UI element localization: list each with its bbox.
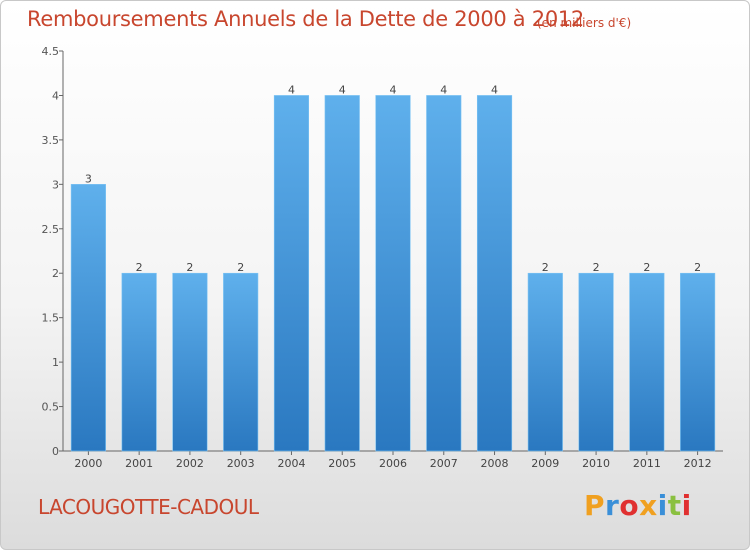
bar-2006 — [375, 95, 411, 452]
data-label-2002: 2 — [186, 261, 193, 274]
data-label-2001: 2 — [136, 261, 143, 274]
y-tick-label: 2 — [52, 267, 59, 280]
x-tick-label-2012: 2012 — [684, 457, 712, 470]
bar-2012 — [680, 272, 716, 452]
logo-letter: t — [667, 489, 682, 522]
bar-2009 — [527, 272, 563, 452]
logo-letter: x — [639, 489, 658, 522]
x-tick-label-2004: 2004 — [277, 457, 305, 470]
bar-2001 — [121, 272, 157, 452]
y-tick-label: 1.5 — [42, 312, 60, 325]
bar-2002 — [172, 272, 208, 452]
bar-2010 — [578, 272, 614, 452]
y-tick-label: 2.5 — [42, 223, 60, 236]
bar-2004 — [273, 95, 310, 452]
logo-letter: i — [681, 489, 692, 522]
x-tick-label-2001: 2001 — [125, 457, 153, 470]
y-tick-label: 0 — [52, 445, 59, 458]
x-tick-label-2002: 2002 — [176, 457, 204, 470]
logo-letter: r — [605, 489, 620, 522]
x-tick-label-2011: 2011 — [633, 457, 661, 470]
data-label-2011: 2 — [643, 261, 650, 274]
bar-2007 — [426, 95, 462, 452]
logo-letter: o — [619, 489, 640, 522]
bar-2008 — [476, 95, 513, 452]
x-tick-label-2009: 2009 — [531, 457, 559, 470]
data-label-2010: 2 — [593, 261, 600, 274]
bar-2011 — [629, 272, 665, 452]
data-label-2005: 4 — [339, 83, 346, 96]
data-label-2006: 4 — [390, 83, 397, 96]
proxiti-logo: Proxiti — [584, 489, 692, 522]
y-tick-label: 4.5 — [42, 45, 60, 58]
data-label-2003: 2 — [237, 261, 244, 274]
x-tick-label-2006: 2006 — [379, 457, 407, 470]
y-tick-label: 0.5 — [42, 401, 60, 414]
bar-2000 — [70, 184, 106, 452]
logo-letter: P — [584, 489, 606, 522]
data-label-2009: 2 — [542, 261, 549, 274]
x-tick-label-2000: 2000 — [74, 457, 102, 470]
y-tick-label: 1 — [52, 356, 59, 369]
y-tick-label: 4 — [52, 89, 59, 102]
logo-letter: i — [657, 489, 668, 522]
data-label-2012: 2 — [694, 261, 701, 274]
data-label-2008: 4 — [491, 83, 498, 96]
commune-name: LACOUGOTTE-CADOUL — [38, 495, 259, 519]
y-tick-label: 3.5 — [42, 134, 60, 147]
bar-2005 — [324, 95, 360, 452]
data-label-2007: 4 — [440, 83, 447, 96]
x-tick-label-2007: 2007 — [430, 457, 458, 470]
x-tick-label-2008: 2008 — [481, 457, 509, 470]
y-tick-label: 3 — [52, 178, 59, 191]
data-label-2004: 4 — [288, 83, 295, 96]
chart-unit: (en milliers d'€) — [537, 16, 632, 30]
data-label-2000: 3 — [85, 172, 92, 185]
x-tick-label-2003: 2003 — [227, 457, 255, 470]
x-tick-label-2005: 2005 — [328, 457, 356, 470]
bar-2003 — [223, 272, 259, 452]
chart-title: Remboursements Annuels de la Dette de 20… — [27, 7, 584, 31]
x-tick-label-2010: 2010 — [582, 457, 610, 470]
